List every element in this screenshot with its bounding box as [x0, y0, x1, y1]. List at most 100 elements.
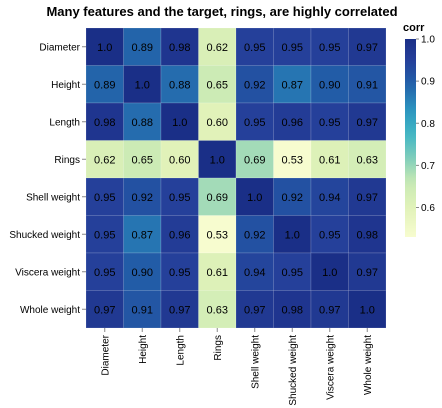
cell-value-label: 1.0 [285, 229, 300, 241]
heatmap-cell [123, 252, 162, 291]
cell-value-label: 0.95 [319, 229, 340, 241]
heatmap-cell [160, 290, 199, 329]
heatmap-cell [235, 290, 274, 329]
cell-value-label: 0.60 [169, 154, 190, 166]
cell-value-label: 0.69 [244, 154, 265, 166]
heatmap-cell [85, 140, 124, 179]
cell-value-label: 0.91 [357, 79, 378, 91]
heatmap-cell [348, 215, 387, 254]
cell-value-label: 0.95 [94, 192, 115, 204]
heatmap-cell [273, 65, 312, 104]
y-tick-label: Viscera weight [15, 267, 80, 278]
cell-value-label: 0.95 [244, 42, 265, 54]
cell-value-label: 1.0 [172, 117, 187, 129]
heatmap-cell [160, 252, 199, 291]
heatmap-cell [160, 27, 199, 66]
y-tick-label: Diameter [39, 42, 80, 53]
cell-value-label: 0.98 [282, 304, 303, 316]
cell-value-label: 0.97 [357, 267, 378, 279]
cell-value-label: 1.0 [97, 42, 112, 54]
cell-value-label: 1.0 [247, 192, 262, 204]
cell-value-label: 0.97 [319, 304, 340, 316]
heatmap-cell [160, 140, 199, 179]
heatmap-cell [123, 102, 162, 141]
x-tick-label: Viscera weight [325, 335, 336, 400]
cell-value-label: 0.94 [244, 267, 265, 279]
heatmap-cell [198, 65, 237, 104]
heatmap-cell [235, 140, 274, 179]
heatmap-cell [235, 252, 274, 291]
heatmap-cell [348, 102, 387, 141]
x-axis: Diameter Height Length Rings Shell weight Shu… [100, 328, 374, 406]
heatmap-cell [348, 252, 387, 291]
cell-value-label: 0.89 [94, 79, 115, 91]
heatmap-cell [198, 177, 237, 216]
y-tick-label: Shucked weight [9, 230, 80, 241]
colorbar-tick-label: 0.9 [421, 77, 435, 88]
cell-value-label: 1.0 [210, 154, 225, 166]
cell-value-label: 0.65 [207, 79, 228, 91]
heatmap-cell [310, 252, 349, 291]
cell-value-label: 0.63 [207, 304, 228, 316]
cell-value-label: 0.92 [132, 192, 153, 204]
cell-value-label: 0.69 [207, 192, 228, 204]
cell-value-label: 0.95 [169, 192, 190, 204]
heatmap-cell [348, 177, 387, 216]
cell-value-label: 0.98 [169, 42, 190, 54]
cell-value-label: 0.95 [319, 117, 340, 129]
heatmap-cell [198, 140, 237, 179]
cell-value-label: 0.97 [169, 304, 190, 316]
cell-value-label: 0.53 [207, 229, 228, 241]
heatmap-cell [160, 102, 199, 141]
heatmap-cell [348, 290, 387, 329]
colorbar-legend: corr 0.6 0.7 0.8 0.9 1.0 [403, 22, 435, 237]
y-tick-label: Shell weight [26, 192, 80, 203]
cell-value-label: 1.0 [360, 304, 375, 316]
heatmap-cell [273, 27, 312, 66]
y-tick-label: Rings [54, 155, 80, 166]
cell-value-label: 0.96 [169, 229, 190, 241]
cell-value-label: 0.88 [132, 117, 153, 129]
x-tick-label: Shell weight [250, 335, 261, 389]
colorbar-gradient [405, 39, 416, 237]
cell-value-label: 0.95 [282, 267, 303, 279]
cell-value-label: 0.95 [169, 267, 190, 279]
cell-value-label: 0.88 [169, 79, 190, 91]
cell-value-label: 0.95 [244, 117, 265, 129]
cell-value-label: 0.91 [132, 304, 153, 316]
cell-value-label: 0.89 [132, 42, 153, 54]
cell-value-label: 0.97 [357, 192, 378, 204]
heatmap-cell [123, 215, 162, 254]
heatmap-cell [160, 215, 199, 254]
cell-value-label: 0.60 [207, 117, 228, 129]
x-tick-label: Diameter [100, 334, 111, 375]
cell-value-label: 0.92 [244, 229, 265, 241]
heatmap-cell [198, 102, 237, 141]
cell-value-label: 0.90 [319, 79, 340, 91]
heatmap-cell [310, 140, 349, 179]
heatmap-cell [348, 65, 387, 104]
colorbar-tick-label: 1.0 [421, 35, 435, 46]
cell-value-label: 0.94 [319, 192, 340, 204]
cell-value-label: 0.87 [132, 229, 153, 241]
plot-area: 1.0 0.89 0.98 0.62 0.95 0.95 0.95 0.97 0.89 1.0 0.… [85, 27, 387, 329]
heatmap-cell [235, 177, 274, 216]
cell-value-label: 0.62 [94, 154, 115, 166]
colorbar-tick-label: 0.6 [421, 203, 435, 214]
cell-value-label: 0.98 [94, 117, 115, 129]
x-tick-label: Height [138, 335, 149, 364]
heatmap-cell [273, 102, 312, 141]
heatmap-cell [310, 177, 349, 216]
heatmap-cell [85, 27, 124, 66]
heatmap-cell [273, 252, 312, 291]
cell-value-label: 0.61 [207, 267, 228, 279]
cell-value-label: 0.95 [94, 267, 115, 279]
colorbar-tick-label: 0.7 [421, 161, 435, 172]
heatmap-cell [273, 215, 312, 254]
heatmap-cell [348, 27, 387, 66]
heatmap-cell [235, 215, 274, 254]
x-tick-label: Whole weight [363, 335, 374, 395]
y-axis: Diameter Height Length Rings Shell weight Shu… [9, 42, 86, 316]
cell-value-label: 0.63 [357, 154, 378, 166]
cell-value-label: 0.95 [94, 229, 115, 241]
